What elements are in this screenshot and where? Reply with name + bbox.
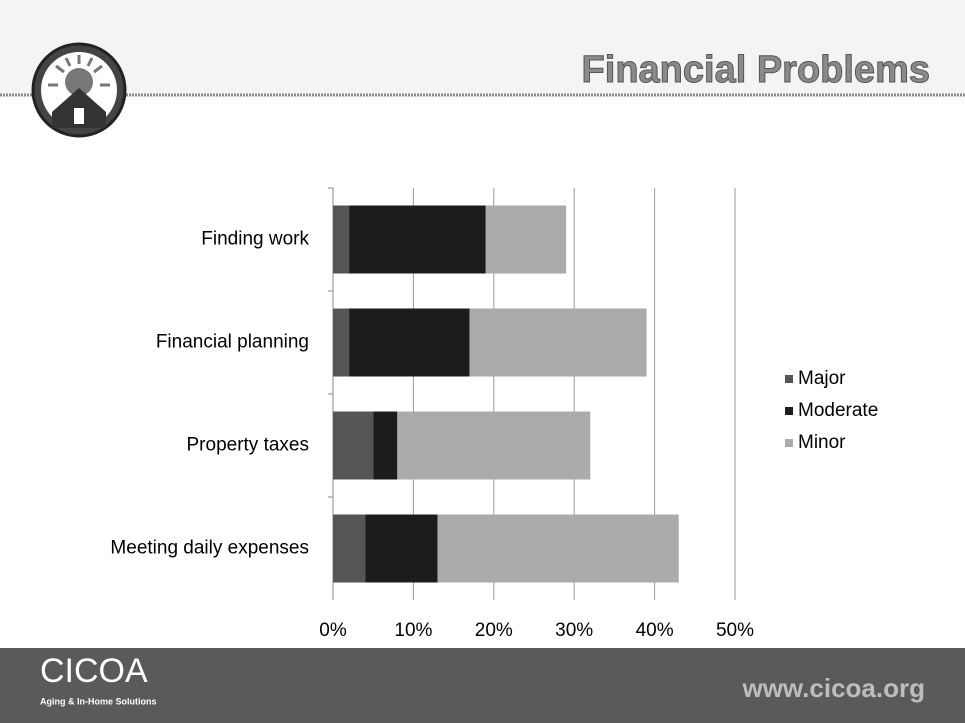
- y-tick-label: Finding work: [201, 229, 309, 250]
- y-tick-label: Property taxes: [187, 435, 310, 456]
- x-tick-label: 40%: [636, 620, 674, 641]
- bar-segment: [333, 514, 366, 583]
- bar-segment: [365, 514, 438, 583]
- legend-swatch: [785, 375, 793, 383]
- legend-label: Minor: [798, 432, 846, 453]
- x-tick-label: 0%: [319, 620, 347, 641]
- footer-url: www.cicoa.org: [741, 673, 925, 703]
- footer-logo: CICOA: [40, 652, 148, 690]
- x-tick-label: 50%: [716, 620, 754, 641]
- header-band: [0, 0, 965, 94]
- bar-segment: [373, 411, 398, 480]
- bar-segment: [349, 205, 486, 274]
- logo-emblem: [31, 42, 127, 138]
- bar-segment: [485, 205, 567, 274]
- bar-segment: [333, 411, 374, 480]
- x-tick-label: 30%: [555, 620, 593, 641]
- footer-tagline: Aging & In-Home Solutions: [40, 696, 157, 706]
- bar-segment: [349, 308, 470, 377]
- bar-segment: [469, 308, 647, 377]
- bar-segment: [397, 411, 591, 480]
- y-tick-label: Meeting daily expenses: [110, 538, 309, 559]
- plot: 0% 10% 20% 30% 40% 50% Finding work Financial p…: [110, 187, 878, 641]
- x-tick-label: 20%: [475, 620, 513, 641]
- bar-segment: [437, 514, 679, 583]
- bar-segment: [333, 308, 350, 377]
- footer-band: [0, 648, 965, 723]
- legend-label: Moderate: [798, 400, 878, 421]
- x-tick-label: 10%: [394, 620, 432, 641]
- y-tick-label: Financial planning: [156, 332, 309, 353]
- legend-label: Major: [798, 368, 846, 389]
- legend-swatch: [785, 407, 793, 415]
- slide-title: Financial Problems: [582, 49, 930, 91]
- bar-segment: [333, 205, 350, 274]
- legend-swatch: [785, 439, 793, 447]
